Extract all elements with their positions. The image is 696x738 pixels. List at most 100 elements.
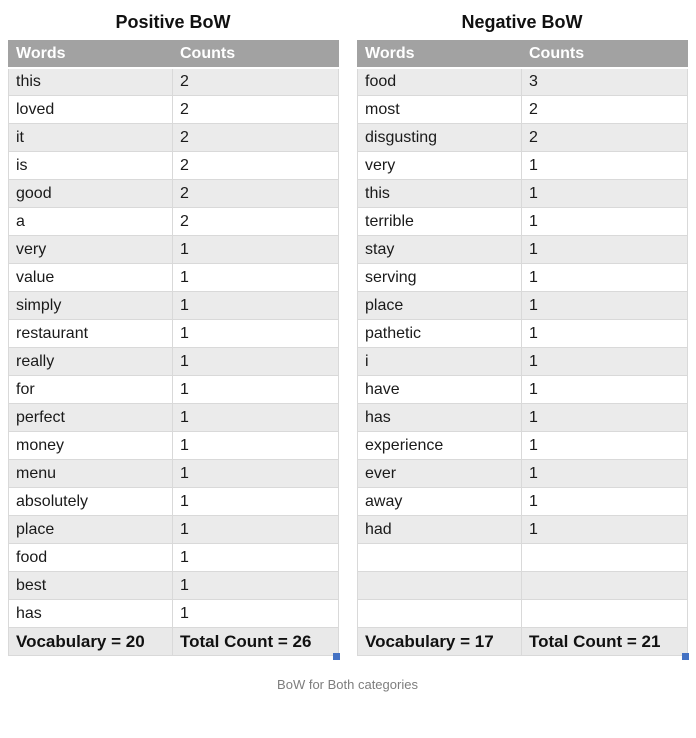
word-cell xyxy=(357,571,522,600)
table-row: has 1 xyxy=(357,403,688,432)
negative-table-title: Negative BoW xyxy=(461,12,583,32)
table-row: this 1 xyxy=(357,179,688,208)
count-cell: 1 xyxy=(521,403,688,432)
count-cell: 1 xyxy=(172,515,339,544)
table-row: really 1 xyxy=(8,347,339,376)
word-cell: menu xyxy=(8,459,173,488)
count-cell: 1 xyxy=(521,487,688,516)
word-cell: this xyxy=(357,179,522,208)
table-row: food 3 xyxy=(357,67,688,96)
word-cell: stay xyxy=(357,235,522,264)
table-row: has 1 xyxy=(8,599,339,628)
negative-table-wrap: Words Counts food 3 most 2 disgusting 2 very 1 t… xyxy=(357,40,689,660)
count-cell xyxy=(521,571,688,600)
word-cell: very xyxy=(357,151,522,180)
count-cell: 1 xyxy=(521,179,688,208)
table-row xyxy=(357,599,688,628)
count-cell xyxy=(521,543,688,572)
table-row: place 1 xyxy=(8,515,339,544)
count-cell: 3 xyxy=(521,67,688,96)
word-cell: this xyxy=(8,67,173,96)
table-row: place 1 xyxy=(357,291,688,320)
word-cell xyxy=(357,599,522,628)
word-cell: experience xyxy=(357,431,522,460)
word-cell: away xyxy=(357,487,522,516)
positive-table-wrap: Words Counts this 2 loved 2 it 2 is 2 good 2 a 2 ver… xyxy=(8,40,340,660)
table-row: serving 1 xyxy=(357,263,688,292)
count-cell: 1 xyxy=(172,459,339,488)
selection-handle-icon xyxy=(333,653,340,660)
table-row: pathetic 1 xyxy=(357,319,688,348)
selection-handle-icon xyxy=(682,653,689,660)
column-header-words: Words xyxy=(357,40,522,69)
count-cell: 2 xyxy=(521,95,688,124)
table-row: loved 2 xyxy=(8,95,339,124)
count-cell: 1 xyxy=(521,263,688,292)
table-row: value 1 xyxy=(8,263,339,292)
positive-bow-section: Positive BoW Words Counts this 2 loved 2 it 2… xyxy=(8,10,340,660)
count-cell: 1 xyxy=(521,347,688,376)
word-cell: for xyxy=(8,375,173,404)
count-cell: 2 xyxy=(521,123,688,152)
column-header-counts: Counts xyxy=(172,40,339,69)
table-row: good 2 xyxy=(8,179,339,208)
word-cell: very xyxy=(8,235,173,264)
count-cell: 1 xyxy=(172,347,339,376)
word-cell: a xyxy=(8,207,173,236)
word-cell: loved xyxy=(8,95,173,124)
word-cell: absolutely xyxy=(8,487,173,516)
count-cell: 2 xyxy=(172,179,339,208)
table-row: money 1 xyxy=(8,431,339,460)
word-cell: i xyxy=(357,347,522,376)
negative-bow-table: Words Counts food 3 most 2 disgusting 2 very 1 t… xyxy=(357,40,688,656)
word-cell: disgusting xyxy=(357,123,522,152)
word-cell: serving xyxy=(357,263,522,292)
word-cell: is xyxy=(8,151,173,180)
word-cell: ever xyxy=(357,459,522,488)
word-cell: has xyxy=(357,403,522,432)
table-row: very 1 xyxy=(357,151,688,180)
count-cell: 1 xyxy=(172,431,339,460)
table-row: away 1 xyxy=(357,487,688,516)
table-row: it 2 xyxy=(8,123,339,152)
count-cell: 1 xyxy=(172,375,339,404)
table-row: stay 1 xyxy=(357,235,688,264)
count-cell: 1 xyxy=(521,235,688,264)
table-row: had 1 xyxy=(357,515,688,544)
caption: BoW for Both categories xyxy=(277,677,418,692)
count-cell: 2 xyxy=(172,95,339,124)
word-cell xyxy=(357,543,522,572)
table-row: is 2 xyxy=(8,151,339,180)
table-row: food 1 xyxy=(8,543,339,572)
table-row: for 1 xyxy=(8,375,339,404)
count-cell: 1 xyxy=(172,487,339,516)
count-cell: 2 xyxy=(172,151,339,180)
word-cell: terrible xyxy=(357,207,522,236)
count-cell: 2 xyxy=(172,123,339,152)
count-cell: 1 xyxy=(172,235,339,264)
table-row: most 2 xyxy=(357,95,688,124)
column-header-counts: Counts xyxy=(521,40,688,69)
footer-row: Vocabulary = 20 Total Count = 26 xyxy=(8,627,339,656)
table-row xyxy=(357,543,688,572)
table-row xyxy=(357,571,688,600)
vocabulary-total: Vocabulary = 17 xyxy=(357,627,522,656)
count-cell: 1 xyxy=(521,151,688,180)
table-row: have 1 xyxy=(357,375,688,404)
count-cell: 1 xyxy=(172,263,339,292)
count-cell: 1 xyxy=(521,291,688,320)
tables-container: Positive BoW Words Counts this 2 loved 2 it 2… xyxy=(8,10,689,660)
count-total: Total Count = 26 xyxy=(172,627,339,656)
word-cell: restaurant xyxy=(8,319,173,348)
positive-bow-table: Words Counts this 2 loved 2 it 2 is 2 good 2 a 2 ver… xyxy=(8,40,339,656)
word-cell: has xyxy=(8,599,173,628)
table-row: very 1 xyxy=(8,235,339,264)
word-cell: perfect xyxy=(8,403,173,432)
word-cell: most xyxy=(357,95,522,124)
word-cell: place xyxy=(8,515,173,544)
word-cell: good xyxy=(8,179,173,208)
table-row: absolutely 1 xyxy=(8,487,339,516)
table-row: best 1 xyxy=(8,571,339,600)
